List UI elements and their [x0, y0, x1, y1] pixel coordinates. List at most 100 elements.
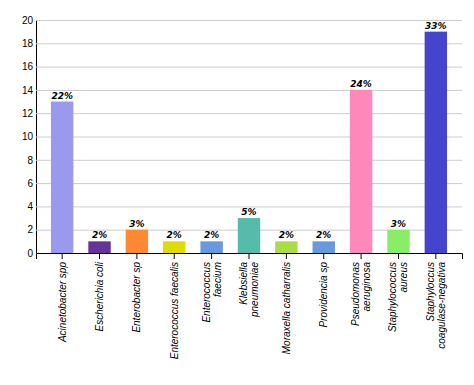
- y-tick-label: 16: [22, 61, 34, 72]
- bar: [275, 241, 297, 253]
- x-tick-mark: [62, 253, 63, 259]
- x-tick: Staphylococcusaureus: [387, 253, 409, 332]
- grid-line: [36, 67, 462, 68]
- x-tick-mark: [249, 253, 250, 259]
- x-tick-mark: [99, 253, 100, 259]
- y-tick: 12: [22, 108, 462, 119]
- x-tick: Pseudomonasaeruginosa: [350, 253, 372, 326]
- x-tick-label-line: Escherichia coli: [94, 261, 105, 331]
- x-tick-label-line: Enterococcus: [201, 262, 212, 323]
- x-tick-label-line: Klebsiella: [238, 262, 249, 305]
- bar: [313, 241, 335, 253]
- x-tick-label-line: Staphyloccus: [425, 262, 436, 321]
- x-tick-label: Klebsiellapneumoniae: [238, 262, 260, 318]
- x-tick-label-line: Enterococcus faecalis: [169, 262, 180, 359]
- bar: [51, 102, 73, 253]
- plot: 0 2 4 6 8 10 12 14 16 18 20 Acinetobacter spp Escher…: [22, 15, 463, 360]
- grid-line: [36, 137, 462, 138]
- bars: [51, 32, 447, 253]
- y-tick-label: 10: [22, 131, 34, 142]
- x-tick-label: Enterobacter sp: [131, 262, 142, 333]
- x-tick-mark: [174, 253, 175, 259]
- x-tick-label-line: Moraxella catharralis: [281, 262, 292, 354]
- y-tick-label: 14: [22, 85, 34, 96]
- annotation: 24%: [350, 79, 372, 89]
- x-tick-label: Providencia sp: [318, 262, 329, 328]
- x-tick-mark: [136, 253, 137, 259]
- x-tick-mark: [435, 253, 436, 259]
- bar: [163, 241, 185, 253]
- x-tick-label-line: Enterobacter sp: [131, 262, 142, 333]
- annotations: 22%2%3%2%2%5%2%2%24%3%33%: [51, 21, 446, 241]
- annotation: 2%: [316, 230, 331, 240]
- x-tick: Klebsiellapneumoniae: [238, 253, 260, 318]
- y-tick-label: 2: [27, 224, 33, 235]
- x-tick-mark: [323, 253, 324, 259]
- x-tick-label-line: faecium: [212, 262, 223, 297]
- y-tick-label: 6: [27, 178, 33, 189]
- grid-line: [36, 160, 462, 161]
- annotation: 2%: [167, 230, 182, 240]
- grid-line: [36, 20, 462, 21]
- x-tick-mark: [286, 253, 287, 259]
- y-tick: 10: [22, 131, 462, 142]
- annotation: 3%: [391, 219, 406, 229]
- y-tick: 8: [27, 155, 462, 166]
- x-tick-label: Pseudomonasaeruginosa: [350, 262, 372, 326]
- x-tick-label: Enterococcus faecalis: [169, 262, 180, 359]
- grid-line: [36, 113, 462, 114]
- x-tick: Enterococcus faecalis: [169, 253, 180, 359]
- x-tick-mark: [211, 253, 212, 259]
- annotation: 33%: [425, 21, 447, 31]
- bar: [350, 90, 372, 253]
- x-tick: Enterobacter sp: [131, 253, 142, 333]
- x-tick: Escherichia coli: [94, 253, 105, 331]
- x-tick-label-line: pneumoniae: [249, 262, 260, 318]
- annotation: 2%: [204, 230, 219, 240]
- y-tick: 18: [22, 38, 462, 49]
- y-axis: 0 2 4 6 8 10 12 14 16 18 20: [22, 15, 462, 259]
- x-tick-label: Staphyloccuscoagulase-negativa: [425, 262, 447, 349]
- x-tick-label-line: aeruginosa: [361, 262, 372, 312]
- x-tick: Moraxella catharralis: [281, 253, 292, 354]
- annotation: 22%: [51, 91, 73, 101]
- y-tick: 20: [22, 15, 462, 26]
- x-tick: Acinetobacter spp: [57, 253, 68, 343]
- y-tick: 16: [22, 61, 462, 72]
- annotation: 5%: [241, 207, 256, 217]
- x-tick: Providencia sp: [318, 253, 329, 328]
- x-tick-label: Staphylococcusaureus: [387, 262, 409, 332]
- x-tick-label-line: coagulase-negativa: [436, 262, 447, 349]
- x-tick: Staphyloccuscoagulase-negativa: [425, 253, 447, 349]
- annotation: 3%: [129, 219, 144, 229]
- x-tick-label-line: Pseudomonas: [350, 262, 361, 326]
- y-tick: 14: [22, 85, 462, 96]
- bar: [88, 241, 110, 253]
- grid-line: [36, 183, 462, 184]
- y-tick-label: 12: [22, 108, 34, 119]
- x-tick-mark: [361, 253, 362, 259]
- x-tick-label: Escherichia coli: [94, 261, 105, 331]
- y-tick-label: 4: [27, 201, 33, 212]
- grid-line: [36, 43, 462, 44]
- x-tick-label: Enterococcusfaecium: [201, 262, 223, 323]
- chart: 0 2 4 6 8 10 12 14 16 18 20 Acinetobacter spp Escher…: [0, 0, 474, 385]
- x-tick-mark: [398, 253, 399, 259]
- x-tick-label-line: Providencia sp: [318, 262, 329, 328]
- bar: [425, 32, 447, 253]
- y-axis-line: [37, 21, 463, 254]
- bar: [126, 230, 148, 253]
- x-axis-line: [37, 254, 463, 260]
- y-tick-label: 8: [27, 155, 33, 166]
- y-tick-label: 0: [27, 248, 33, 259]
- bar: [387, 230, 409, 253]
- bar: [200, 241, 222, 253]
- bar: [238, 218, 260, 253]
- x-tick-label-line: aureus: [398, 262, 409, 293]
- y-tick: 6: [27, 178, 462, 189]
- grid-line: [36, 90, 462, 91]
- x-tick-label-line: Acinetobacter spp: [57, 262, 68, 343]
- y-tick-label: 20: [22, 15, 34, 26]
- x-axis: Acinetobacter spp Escherichia coli Enterob…: [37, 253, 463, 359]
- x-tick-label-line: Staphylococcus: [387, 262, 398, 332]
